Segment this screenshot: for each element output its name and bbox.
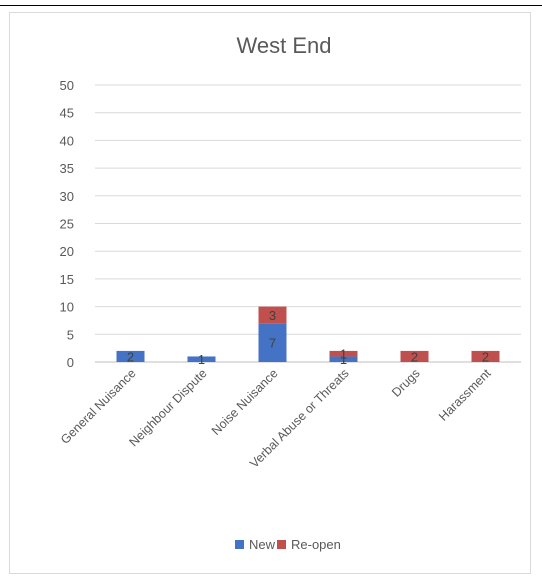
x-category-label: Drugs (389, 366, 422, 399)
legend-label-new: New (249, 537, 276, 552)
legend: New Re-open (235, 537, 341, 552)
legend-swatch-re-open (277, 540, 286, 549)
x-category-label: Harassment (436, 366, 494, 424)
y-tick-label: 25 (60, 217, 74, 232)
data-label: 2 (411, 349, 418, 364)
data-label: 1 (198, 352, 205, 367)
bar-new (329, 356, 358, 362)
y-tick-label: 30 (60, 189, 74, 204)
top-border-line (0, 5, 542, 6)
legend-label-re-open: Re-open (291, 537, 341, 552)
y-tick-label: 10 (60, 300, 74, 315)
y-tick-label: 40 (60, 133, 74, 148)
bar-new (116, 350, 145, 362)
chart-frame (9, 12, 531, 574)
bar-re-open (471, 350, 500, 362)
y-tick-label: 45 (60, 106, 74, 121)
data-label: 2 (482, 349, 489, 364)
y-tick-label: 0 (67, 355, 74, 370)
bar-re-open (329, 350, 358, 357)
y-tick-label: 15 (60, 272, 74, 287)
bar-new (258, 323, 287, 362)
chart-title: West End (237, 33, 332, 58)
data-label: 1 (340, 352, 347, 367)
y-tick-label: 20 (60, 244, 74, 259)
y-tick-label: 50 (60, 78, 74, 93)
y-tick-label: 35 (60, 161, 74, 176)
legend-swatch-new (235, 540, 244, 549)
x-category-label: Noise Nuisance (209, 366, 281, 438)
data-label: 2 (127, 349, 134, 364)
x-category-label: General Nuisance (58, 366, 139, 447)
data-label: 7 (269, 336, 276, 351)
bar-new (187, 356, 216, 362)
y-tick-label: 5 (67, 327, 74, 342)
x-category-label: Neighbour Dispute (127, 366, 210, 449)
data-label: 1 (340, 347, 347, 362)
gridlines (95, 84, 521, 363)
data-label: 3 (269, 308, 276, 323)
bar-re-open (400, 350, 429, 362)
y-axis: 0 5 10 15 20 25 30 35 40 45 50 (60, 78, 74, 370)
bar-re-open (258, 306, 287, 324)
